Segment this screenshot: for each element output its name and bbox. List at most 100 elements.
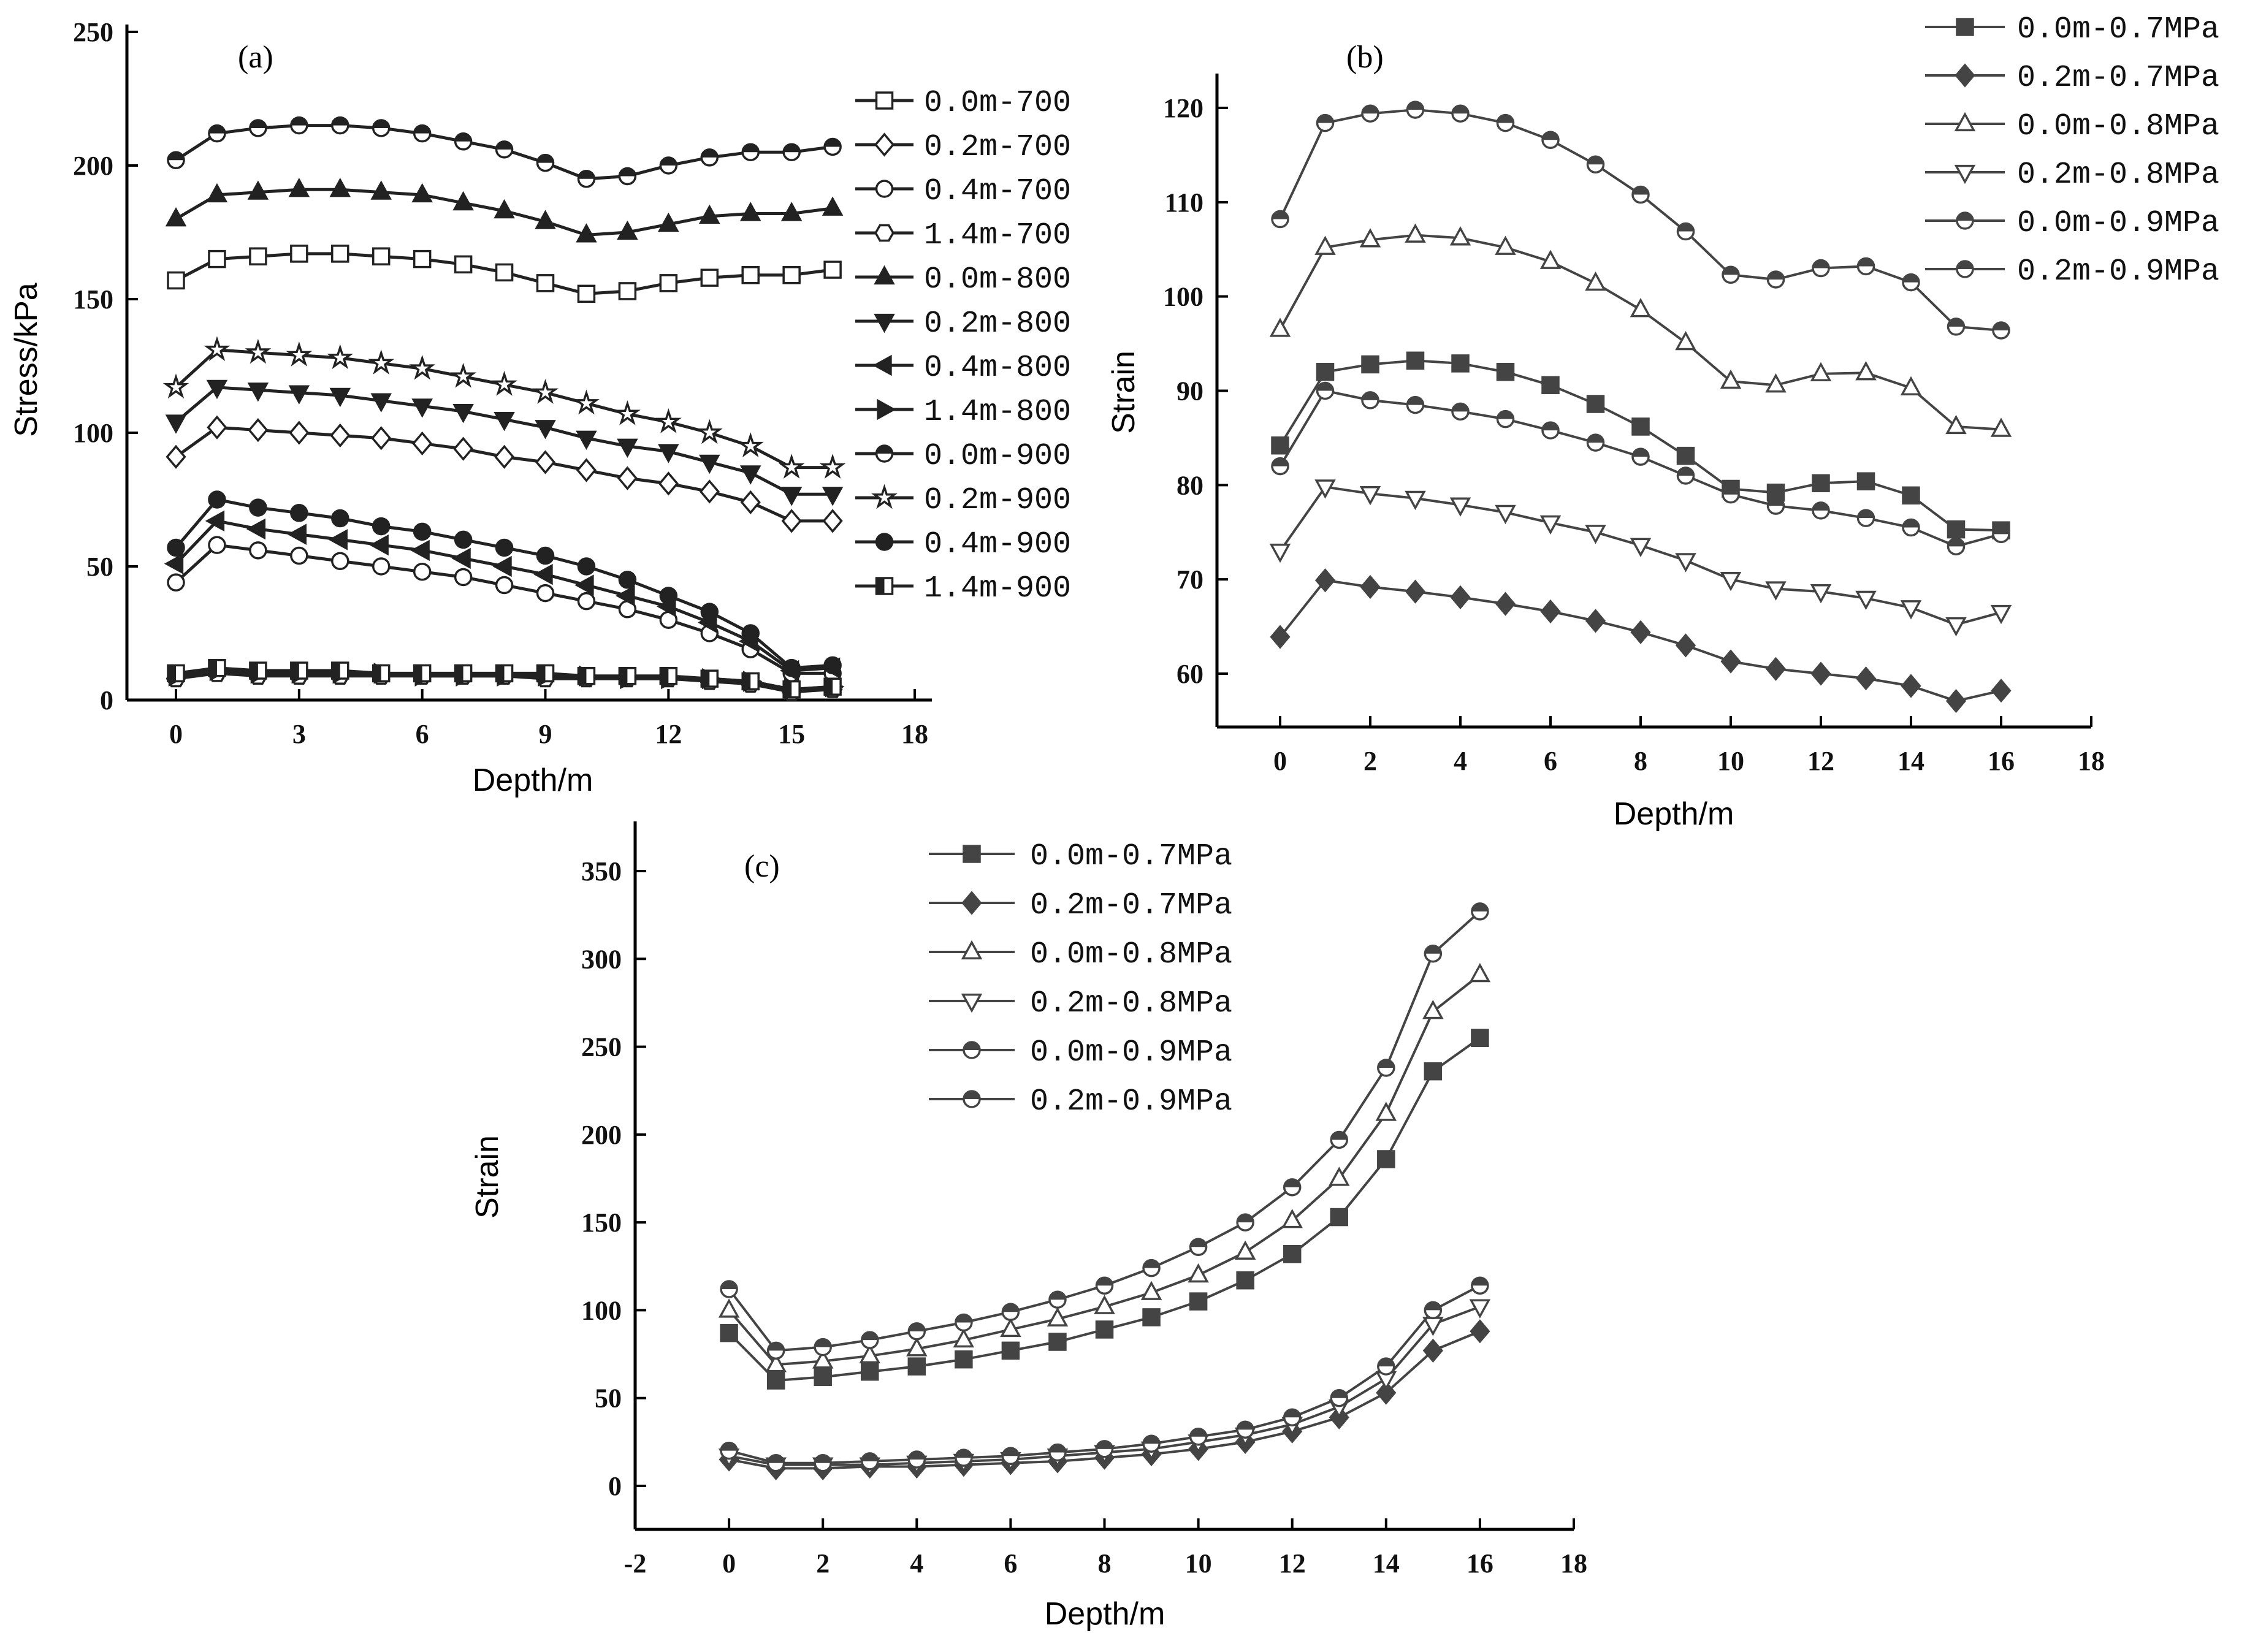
panel-c-strain-chart: -2 0 2 4 6 8 10 12 14 16 18 0 50 100 150 200 250 300 350 (c… bbox=[470, 821, 1587, 1632]
half-circle-marker-fill bbox=[1331, 1390, 1348, 1398]
star-marker bbox=[737, 432, 764, 458]
panel-label: (c) bbox=[744, 849, 780, 884]
filled-triangle-down-marker bbox=[206, 379, 228, 400]
filled-triangle-up-marker bbox=[494, 199, 515, 219]
half-square-marker-fill bbox=[742, 673, 751, 690]
x-tick-label: 14 bbox=[1373, 1548, 1400, 1578]
legend-item: 0.2m-0.9MPa bbox=[1925, 254, 2219, 289]
x-tick-label: 15 bbox=[778, 719, 805, 749]
filled-triangle-left-marker bbox=[410, 539, 430, 561]
legend-item: 0.2m-0.8MPa bbox=[1925, 158, 2219, 192]
half-circle-marker-fill bbox=[332, 117, 348, 126]
filled-circle-marker bbox=[577, 557, 596, 576]
legend-item: 0.0m-0.8MPa bbox=[1925, 109, 2219, 144]
filled-diamond-marker bbox=[1405, 579, 1426, 604]
half-circle-marker-fill bbox=[1903, 519, 1919, 528]
filled-diamond-marker bbox=[1765, 657, 1787, 681]
filled-diamond-marker bbox=[1720, 649, 1741, 674]
filled-triangle-up-marker bbox=[535, 210, 556, 229]
open-circle-marker bbox=[875, 180, 894, 198]
half-circle-marker-fill bbox=[1362, 392, 1378, 400]
legend-label: 0.2m-0.9MPa bbox=[1030, 1084, 1232, 1119]
open-diamond-marker bbox=[289, 421, 310, 445]
half-circle-marker-fill bbox=[1378, 1358, 1394, 1367]
filled-triangle-down-marker bbox=[329, 387, 351, 408]
x-tick-label: 0 bbox=[1273, 746, 1287, 776]
series-0.0m-0.7MPa bbox=[1271, 351, 2010, 539]
series-0.2m-0.7MPa bbox=[1270, 568, 2012, 714]
filled-circle-marker bbox=[249, 498, 267, 517]
x-tick-label: 10 bbox=[1717, 746, 1744, 776]
half-circle-marker-fill bbox=[1049, 1444, 1066, 1453]
half-square-marker-fill bbox=[619, 668, 628, 684]
filled-triangle-down-marker bbox=[370, 393, 392, 413]
open-triangle-up-marker bbox=[1720, 369, 1742, 389]
open-diamond-marker bbox=[699, 479, 720, 504]
filled-triangle-up-marker bbox=[658, 212, 679, 232]
filled-triangle-up-marker bbox=[699, 204, 720, 224]
half-circle-marker-fill bbox=[1002, 1448, 1019, 1456]
filled-square-marker bbox=[1189, 1292, 1208, 1311]
star-marker bbox=[532, 379, 559, 404]
filled-circle-marker bbox=[331, 509, 349, 528]
open-triangle-up-marker bbox=[1990, 417, 2012, 437]
legend-label: 0.4m-700 bbox=[924, 174, 1071, 209]
open-square-marker bbox=[372, 247, 391, 265]
open-triangle-down-marker bbox=[1314, 479, 1336, 499]
half-circle-marker-fill bbox=[1587, 435, 1604, 443]
open-diamond-marker bbox=[371, 426, 392, 451]
open-square-marker bbox=[249, 247, 267, 265]
y-tick-label: 150 bbox=[581, 1208, 622, 1238]
half-circle-marker-fill bbox=[1723, 486, 1739, 495]
open-triangle-up-marker bbox=[1047, 1307, 1069, 1327]
half-circle-marker-fill bbox=[496, 141, 513, 150]
half-circle-marker-fill bbox=[1317, 383, 1333, 391]
filled-triangle-down-marker bbox=[535, 420, 556, 440]
half-circle-marker-fill bbox=[1957, 261, 1973, 269]
filled-circle-marker bbox=[495, 538, 514, 557]
filled-square-marker bbox=[1316, 362, 1335, 381]
open-triangle-down-marker bbox=[1269, 543, 1291, 563]
half-circle-marker-fill bbox=[1331, 1132, 1348, 1140]
filled-square-marker bbox=[1283, 1244, 1302, 1263]
open-diamond-marker bbox=[617, 466, 638, 490]
y-axis-title: Strain bbox=[1106, 351, 1142, 434]
filled-diamond-marker bbox=[1540, 599, 1561, 624]
legend-label: 1.4m-700 bbox=[924, 218, 1071, 253]
filled-square-marker bbox=[1377, 1150, 1395, 1168]
open-diamond-marker bbox=[535, 450, 556, 474]
y-tick-label: 0 bbox=[608, 1471, 622, 1501]
open-hexagon-marker bbox=[874, 224, 894, 242]
open-triangle-up-marker bbox=[1405, 223, 1426, 243]
open-triangle-down-marker bbox=[1765, 581, 1787, 601]
half-circle-marker-fill bbox=[1452, 403, 1468, 412]
open-triangle-up-marker bbox=[1281, 1209, 1303, 1228]
x-tick-label: 4 bbox=[1454, 746, 1467, 776]
open-triangle-up-marker bbox=[859, 1344, 881, 1364]
filled-circle-marker bbox=[659, 587, 678, 605]
open-triangle-up-marker bbox=[1855, 361, 1877, 381]
legend-label: 0.0m-0.9MPa bbox=[2017, 206, 2219, 241]
open-square-marker bbox=[875, 91, 894, 110]
half-circle-marker-fill bbox=[1858, 510, 1874, 519]
legend-label: 0.2m-0.7MPa bbox=[2017, 61, 2219, 96]
filled-square-marker bbox=[1406, 351, 1425, 370]
x-axis-title: Depth/m bbox=[1614, 796, 1734, 832]
filled-diamond-marker bbox=[1675, 633, 1696, 658]
half-circle-marker-fill bbox=[825, 139, 841, 147]
filled-triangle-up-marker bbox=[206, 183, 228, 203]
half-square-marker-fill bbox=[537, 665, 546, 682]
half-circle-marker-fill bbox=[1049, 1292, 1066, 1300]
filled-square-marker bbox=[1271, 436, 1289, 455]
open-circle-marker bbox=[372, 557, 391, 576]
half-circle-marker-fill bbox=[1407, 397, 1424, 405]
filled-triangle-up-marker bbox=[370, 180, 392, 200]
open-triangle-down-marker bbox=[1990, 604, 2012, 625]
y-tick-label: 50 bbox=[86, 552, 113, 582]
legend-label: 0.2m-0.8MPa bbox=[2017, 158, 2219, 192]
open-triangle-up-marker bbox=[1810, 362, 1832, 381]
filled-triangle-down-marker bbox=[699, 454, 720, 474]
open-circle-marker bbox=[249, 541, 267, 560]
half-square-marker-fill bbox=[168, 665, 176, 682]
half-circle-marker-fill bbox=[250, 120, 266, 128]
